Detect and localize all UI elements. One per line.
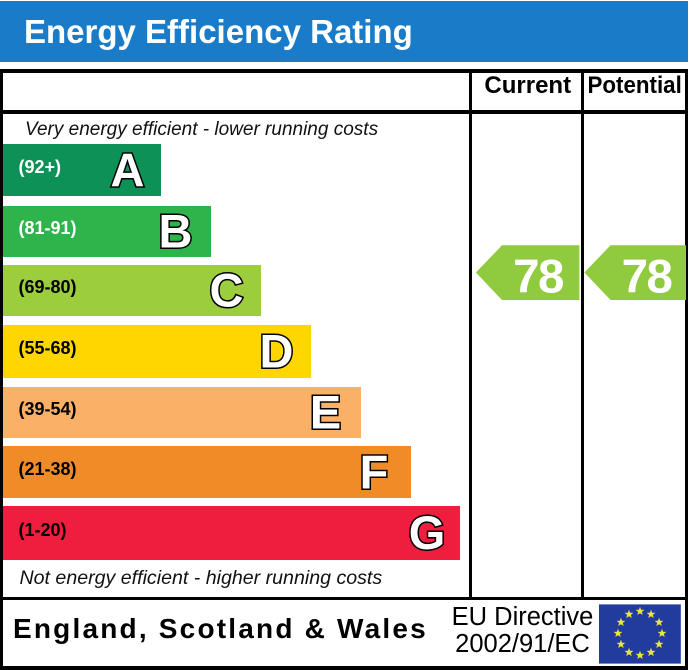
svg-text:F: F <box>360 445 389 498</box>
svg-text:78: 78 <box>622 250 672 303</box>
svg-text:E: E <box>310 385 341 438</box>
svg-text:G: G <box>409 506 446 559</box>
svg-text:B: B <box>159 204 193 257</box>
svg-text:78: 78 <box>513 250 563 303</box>
svg-text:D: D <box>260 324 294 377</box>
svg-text:A: A <box>111 144 145 197</box>
svg-text:C: C <box>210 264 244 317</box>
